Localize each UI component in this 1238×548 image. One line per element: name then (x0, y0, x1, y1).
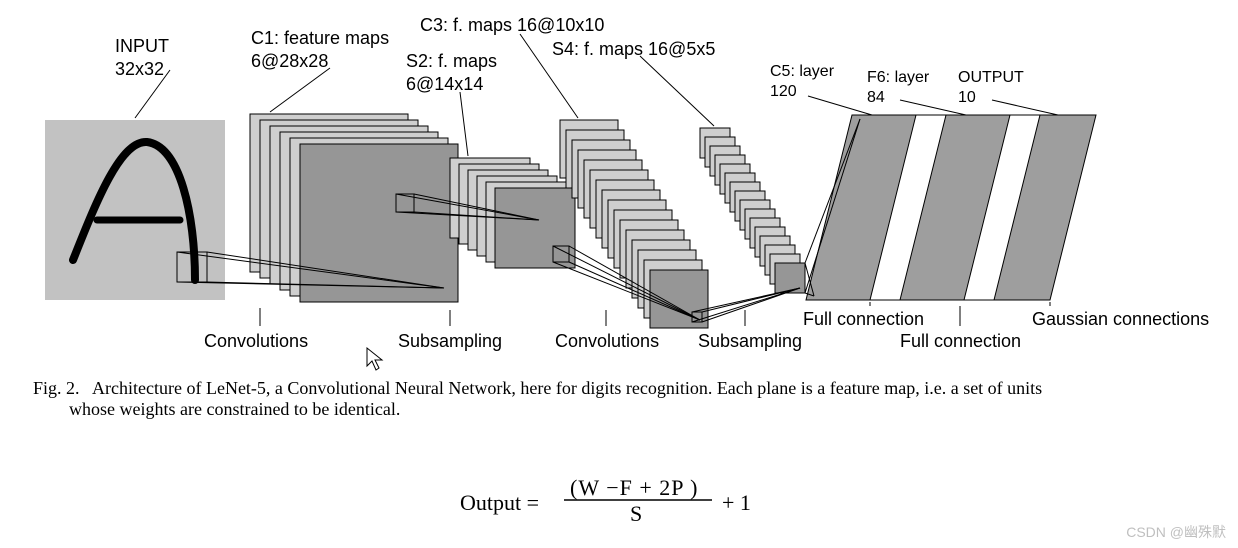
eq-den: S (630, 501, 642, 527)
op-fc2: Full connection (900, 330, 1021, 353)
page: INPUT 32x32 C1: feature maps 6@28x28 S2:… (0, 0, 1238, 548)
watermark: CSDN @幽殊默 (1126, 522, 1226, 542)
label-c3: C3: f. maps 16@10x10 (420, 14, 604, 37)
label-c5: C5: layer 120 (770, 62, 834, 102)
op-conv2: Convolutions (555, 330, 659, 353)
op-fc1: Full connection (803, 308, 924, 331)
op-gauss: Gaussian connections (1032, 308, 1209, 331)
op-conv1: Convolutions (204, 330, 308, 353)
op-sub1: Subsampling (398, 330, 502, 353)
label-c1: C1: feature maps 6@28x28 (251, 27, 389, 72)
eq-num: (W −F + 2P ) (570, 475, 699, 501)
label-input: INPUT 32x32 (115, 35, 169, 80)
op-sub2: Subsampling (698, 330, 802, 353)
diagram-svg (0, 0, 1238, 548)
label-f6: F6: layer 84 (867, 68, 929, 108)
label-output: OUTPUT 10 (958, 68, 1024, 108)
label-s2: S2: f. maps 6@14x14 (406, 50, 497, 95)
eq-lhs: Output = (460, 490, 539, 516)
label-s4: S4: f. maps 16@5x5 (552, 38, 715, 61)
eq-tail: + 1 (722, 490, 751, 516)
figure-caption: Fig. 2. Architecture of LeNet-5, a Convo… (33, 378, 1203, 420)
